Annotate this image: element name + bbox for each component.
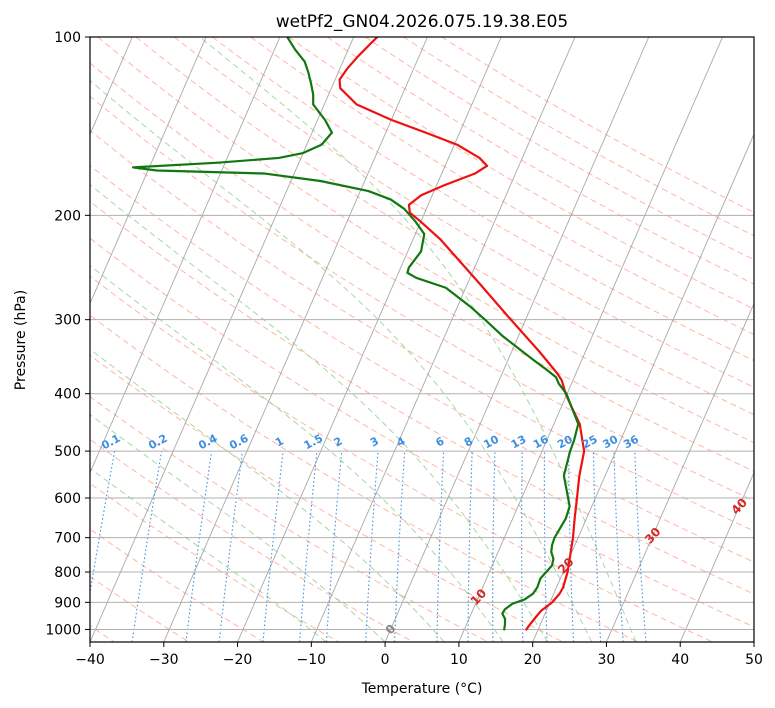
moist-adiabat-line [90, 184, 548, 642]
mixing-ratio-label: 36 [621, 433, 641, 452]
dry-adiabat-line [90, 129, 754, 532]
y-tick-label: 300 [54, 313, 81, 329]
isotherm-line [458, 37, 723, 642]
dry-adiabat-line [90, 237, 754, 628]
isotherm-line [679, 471, 754, 642]
y-tick-label: 800 [54, 565, 81, 581]
y-tick-label: 700 [54, 531, 81, 547]
isotherm-line [532, 133, 754, 642]
mixing-ratio-label: 20 [555, 433, 575, 452]
y-tick-label: 100 [54, 30, 81, 46]
moist-adiabat-line [90, 79, 593, 642]
isotherm-line [90, 37, 281, 474]
mixing-ratio-label: 30 [601, 433, 621, 452]
mixing-ratio-line [262, 451, 284, 642]
dewpoint-profile-line [131, 37, 580, 631]
chart-title: wetPf2_GN04.2026.075.19.38.E05 [276, 12, 568, 32]
x-tick-label: 0 [381, 652, 390, 668]
dry-adiabat-line [90, 354, 564, 642]
y-tick-label: 600 [54, 491, 81, 507]
y-tick-label: 900 [54, 595, 81, 611]
temperature-profile-line [338, 37, 586, 631]
x-tick-label: −10 [297, 652, 327, 668]
mixing-ratio-line [185, 451, 213, 642]
mixing-ratio-label: 16 [531, 433, 551, 452]
isotherm-line [606, 302, 754, 642]
isotherm-line [90, 37, 207, 305]
x-axis-label: Temperature (°C) [361, 681, 483, 697]
x-tick-label: 30 [598, 652, 616, 668]
mixing-ratio-line [218, 451, 244, 642]
moist-adiabat-line [90, 264, 504, 642]
dry-adiabat-line [90, 438, 414, 642]
mixing-ratio-label: 10 [481, 433, 501, 452]
isotherm-line [384, 37, 650, 642]
mixing-ratio-label: 25 [580, 433, 600, 452]
moist-adiabat-line [199, 37, 637, 642]
x-tick-label: −40 [75, 652, 105, 668]
isotherm-line [90, 37, 355, 642]
dry-adiabat-line [364, 37, 754, 261]
x-tick-label: 50 [745, 652, 763, 668]
x-tick-label: −30 [149, 652, 179, 668]
y-axis-label: Pressure (hPa) [13, 290, 29, 390]
x-tick-label: 40 [671, 652, 689, 668]
x-tick-label: 10 [450, 652, 468, 668]
dry-adiabat-line [90, 164, 754, 563]
mixing-ratio-line [131, 451, 163, 642]
x-tick-label: 20 [524, 652, 542, 668]
y-tick-label: 1000 [45, 622, 81, 638]
mixing-ratio-line [299, 451, 318, 642]
dry-adiabat-line [90, 275, 713, 642]
isotherm-line [237, 37, 502, 642]
dry-adiabat-line [90, 200, 754, 595]
y-tick-label: 500 [54, 444, 81, 460]
plot-frame [89, 36, 755, 643]
isotherm-line [310, 37, 576, 642]
isotherm-line [163, 37, 428, 642]
moist-adiabat-line [90, 413, 386, 642]
dry-adiabat-line [90, 62, 754, 472]
dry-adiabat-line [97, 37, 754, 444]
mixing-ratio-line [325, 451, 343, 642]
y-tick-label: 400 [54, 387, 81, 403]
dry-adiabat-line [403, 37, 754, 237]
x-tick-label: −20 [223, 652, 253, 668]
mixing-ratio-label: 13 [509, 433, 529, 452]
dry-adiabat-line [212, 37, 754, 362]
moist-adiabat-line [90, 467, 327, 642]
dry-adiabat-line [173, 37, 754, 388]
y-tick-label: 200 [54, 208, 81, 224]
